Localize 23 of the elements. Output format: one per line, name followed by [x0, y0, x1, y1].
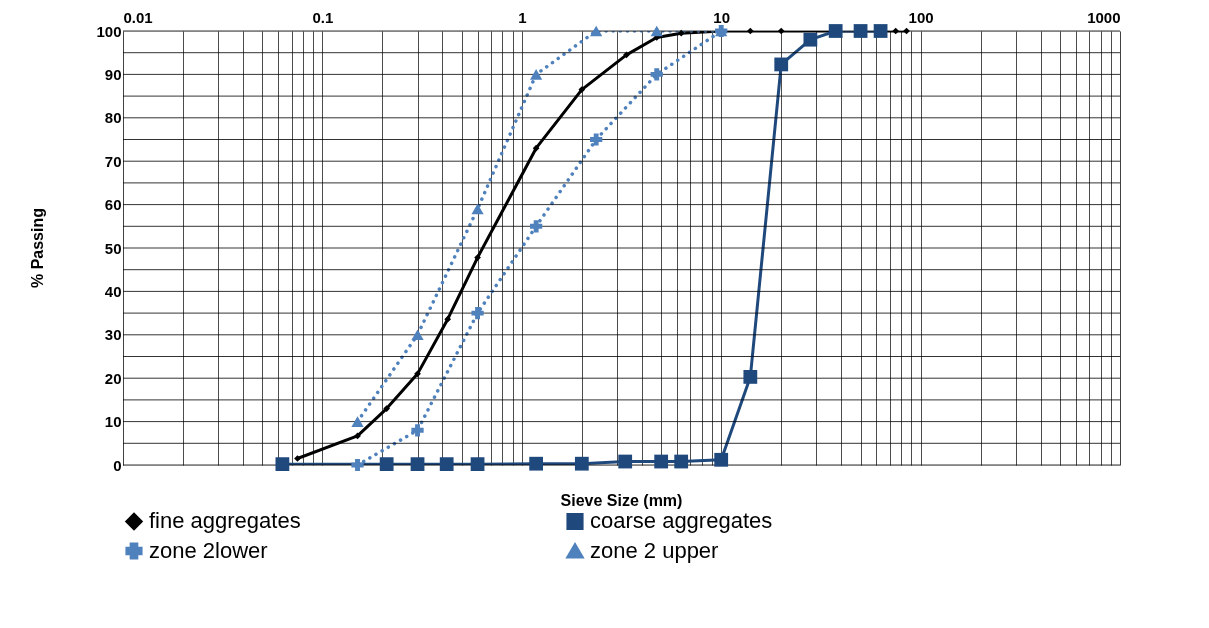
x-axis-title: Sieve Size (mm)	[560, 492, 683, 509]
y-tick-label: 70	[104, 152, 122, 170]
x-tick-label: 1000	[1087, 8, 1121, 26]
legend-label: zone 2 upper	[590, 538, 719, 563]
x-tick-label: 0.1	[312, 8, 334, 26]
y-tick-label: 30	[104, 326, 122, 344]
x-tick-label: 1	[518, 8, 527, 26]
y-tick-label: 50	[104, 239, 122, 257]
legend-label: coarse aggregates	[590, 508, 773, 534]
y-tick-label: 40	[104, 282, 122, 300]
y-tick-label: 90	[104, 65, 122, 83]
y-tick-label: 20	[104, 369, 122, 387]
y-tick-label: 100	[96, 22, 122, 40]
y-tick-label: 10	[104, 413, 122, 431]
x-tick-label: 10	[713, 8, 731, 26]
y-axis-title: % Passing	[29, 207, 46, 289]
x-tick-label: 100	[908, 8, 934, 26]
legend-label: zone 2lower	[149, 538, 268, 563]
y-tick-label: 0	[113, 456, 122, 474]
y-tick-label: 60	[104, 196, 122, 214]
legend-label: fine aggregates	[149, 508, 301, 534]
x-tick-label: 0.01	[123, 8, 153, 26]
y-tick-label: 80	[104, 109, 122, 127]
